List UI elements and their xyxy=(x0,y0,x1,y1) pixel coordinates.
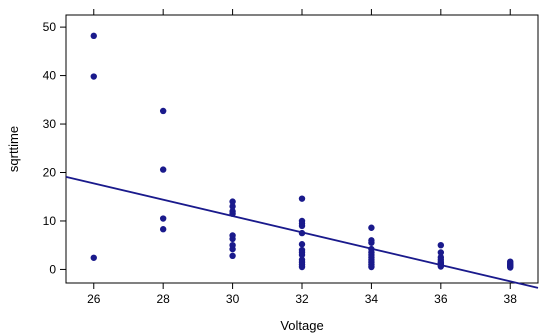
x-axis-title: Voltage xyxy=(280,318,323,333)
data-point xyxy=(507,264,514,271)
data-point xyxy=(368,239,375,246)
data-point xyxy=(159,107,167,115)
y-tick-label: 0 xyxy=(49,262,56,276)
y-tick-label: 40 xyxy=(43,69,57,83)
regression-line-group xyxy=(65,175,539,289)
x-tick-label: 34 xyxy=(365,292,379,306)
data-point xyxy=(229,198,236,205)
x-tick-label: 28 xyxy=(156,292,170,306)
data-point xyxy=(229,235,236,243)
data-point xyxy=(159,226,167,233)
x-tick-label: 30 xyxy=(226,292,240,306)
x-axis-top-ticks xyxy=(93,9,511,15)
data-point xyxy=(437,241,445,249)
y-tick-label: 20 xyxy=(43,166,57,180)
regression-line xyxy=(65,175,539,289)
data-point xyxy=(298,195,306,202)
data-point xyxy=(159,215,167,222)
x-tick-label: 32 xyxy=(295,292,309,306)
y-tick-label: 30 xyxy=(43,117,57,131)
y-axis-ticks: 0 10 20 30 40 50 xyxy=(43,20,66,276)
data-point xyxy=(298,251,306,259)
data-point xyxy=(90,73,97,80)
data-point xyxy=(298,263,306,271)
y-axis-title: sqrttime xyxy=(6,126,21,172)
x-tick-label: 36 xyxy=(434,292,448,306)
data-point xyxy=(437,249,445,256)
x-axis-bottom-ticks: 26 28 30 32 34 36 38 xyxy=(87,283,517,306)
data-point xyxy=(90,254,97,261)
data-point xyxy=(159,166,167,173)
data-point xyxy=(229,252,236,260)
x-tick-label: 26 xyxy=(87,292,101,306)
x-tick-label: 38 xyxy=(504,292,518,306)
data-point xyxy=(368,263,375,271)
data-point xyxy=(298,222,306,230)
data-points xyxy=(90,32,514,271)
data-point xyxy=(298,241,306,248)
data-point xyxy=(368,224,375,231)
data-point xyxy=(229,203,236,210)
data-point xyxy=(90,32,97,40)
y-tick-label: 10 xyxy=(43,214,57,228)
y-tick-label: 50 xyxy=(43,20,57,34)
data-point xyxy=(229,245,236,253)
